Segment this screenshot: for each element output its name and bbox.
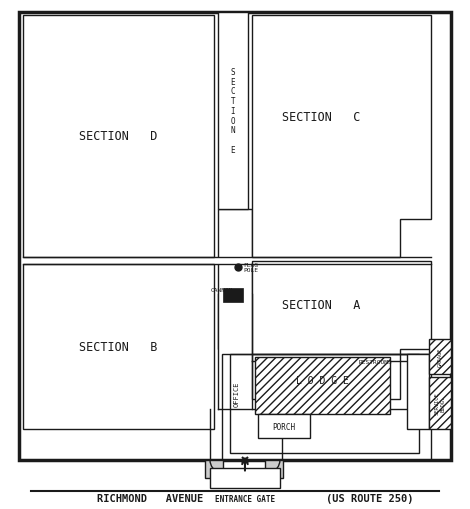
Text: SERVICE
BLDG.: SERVICE BLDG.	[435, 391, 446, 414]
Bar	[23, 16, 214, 258]
Text: GARAGE: GARAGE	[438, 347, 443, 366]
Bar	[258, 414, 310, 439]
Text: SECTION   C: SECTION C	[282, 111, 360, 124]
Text: FLAG
POLE: FLAG POLE	[243, 263, 258, 273]
Text: ENTRANCE GATE: ENTRANCE GATE	[215, 494, 275, 503]
Bar	[23, 265, 214, 429]
Bar	[218, 361, 431, 409]
Text: RESTROOMS: RESTROOMS	[359, 359, 392, 364]
Bar	[23, 258, 431, 265]
Bar	[223, 288, 243, 302]
Bar	[430, 377, 451, 429]
Text: SECTION   A: SECTION A	[282, 299, 360, 312]
Text: PORCH: PORCH	[272, 421, 296, 431]
Bar	[265, 461, 283, 478]
Text: CANNON: CANNON	[211, 288, 234, 293]
Bar	[19, 13, 451, 461]
Text: SECTION   D: SECTION D	[79, 130, 157, 143]
Polygon shape	[252, 262, 431, 399]
Bar	[210, 468, 280, 489]
Text: OFFICE: OFFICE	[234, 381, 240, 407]
Bar	[205, 461, 223, 478]
Bar	[218, 294, 252, 409]
Text: S
E
C
T
I
O
N
 
E: S E C T I O N E	[231, 68, 235, 154]
Bar	[218, 210, 252, 349]
Bar	[218, 13, 248, 210]
Text: L O D G E: L O D G E	[296, 376, 349, 385]
Bar	[255, 357, 390, 414]
Bar	[222, 354, 431, 461]
Text: (US ROUTE 250): (US ROUTE 250)	[326, 493, 413, 503]
Text: SECTION   B: SECTION B	[79, 340, 157, 353]
Bar	[407, 354, 430, 429]
Text: RICHMOND   AVENUE: RICHMOND AVENUE	[97, 493, 204, 503]
Bar	[430, 339, 451, 374]
Polygon shape	[252, 16, 431, 258]
Bar	[230, 354, 419, 454]
